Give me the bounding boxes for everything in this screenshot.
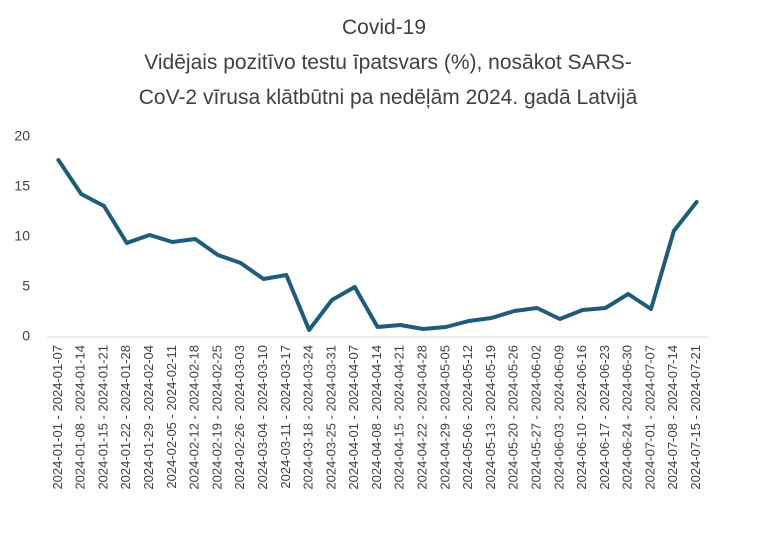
x-tick-label: 2024-07-15 - 2024-07-21 (688, 345, 703, 490)
x-tick-label: 2024-05-13 - 2024-05-19 (483, 345, 498, 490)
x-tick-label: 2024-03-04 - 2024-03-10 (255, 345, 270, 490)
line (56, 158, 699, 332)
x-tick-label: 2024-06-17 - 2024-06-23 (597, 345, 612, 490)
x-tick-label: 2024-04-01 - 2024-04-07 (346, 345, 361, 490)
y-tick-label: 15 (14, 178, 30, 194)
x-tick-label: 2024-06-24 - 2024-06-30 (620, 345, 635, 490)
x-tick-label: 2024-02-05 - 2024-02-11 (164, 345, 179, 489)
x-tick-label: 2024-01-01 - 2024-01-07 (50, 345, 65, 490)
y-tick-label: 0 (22, 328, 30, 344)
x-tick-label: 2024-01-29 - 2024-02-04 (141, 345, 156, 490)
x-tick-label: 2024-03-18 - 2024-03-24 (301, 345, 316, 490)
x-tick-label: 2024-04-15 - 2024-04-21 (392, 345, 407, 490)
x-tick-label: 2024-06-10 - 2024-06-16 (574, 345, 589, 490)
x-tick-label: 2024-06-03 - 2024-06-09 (551, 345, 566, 490)
chart-title: Vidējais pozitīvo testu īpatsvars (%), n… (144, 51, 632, 74)
y-tick-label: 20 (14, 128, 30, 144)
x-tick-label: 2024-05-20 - 2024-05-26 (506, 345, 521, 490)
x-tick-label: 2024-05-27 - 2024-06-02 (528, 345, 543, 490)
x-tick-label: 2024-07-08 - 2024-07-14 (665, 345, 680, 490)
chart-title: Covid-19 (342, 16, 426, 39)
x-tick-label: 2024-03-11 - 2024-03-17 (278, 345, 293, 489)
x-tick-label: 2024-04-08 - 2024-04-14 (369, 345, 384, 490)
x-tick-label: 2024-02-26 - 2024-03-03 (232, 345, 247, 490)
x-tick-label: 2024-05-06 - 2024-05-12 (460, 345, 475, 490)
x-tick-label: 2024-01-22 - 2024-01-28 (118, 345, 133, 490)
x-tick-label: 2024-02-19 - 2024-02-25 (209, 345, 224, 490)
y-tick-label: 5 (22, 278, 30, 294)
y-tick-label: 10 (14, 228, 30, 244)
x-tick-label: 2024-07-01 - 2024-07-07 (642, 345, 657, 490)
x-tick-label: 2024-01-08 - 2024-01-14 (73, 345, 88, 490)
x-tick-label: 2024-04-29 - 2024-05-05 (437, 345, 452, 490)
x-tick-label: 2024-02-12 - 2024-02-18 (187, 345, 202, 490)
x-tick-label: 2024-01-15 - 2024-01-21 (95, 345, 110, 490)
x-tick-label: 2024-03-25 - 2024-03-31 (323, 345, 338, 490)
chart-title: CoV-2 vīrusa klātbūtni pa nedēļām 2024. … (139, 86, 638, 109)
x-tick-label: 2024-04-22 - 2024-04-28 (415, 345, 430, 490)
